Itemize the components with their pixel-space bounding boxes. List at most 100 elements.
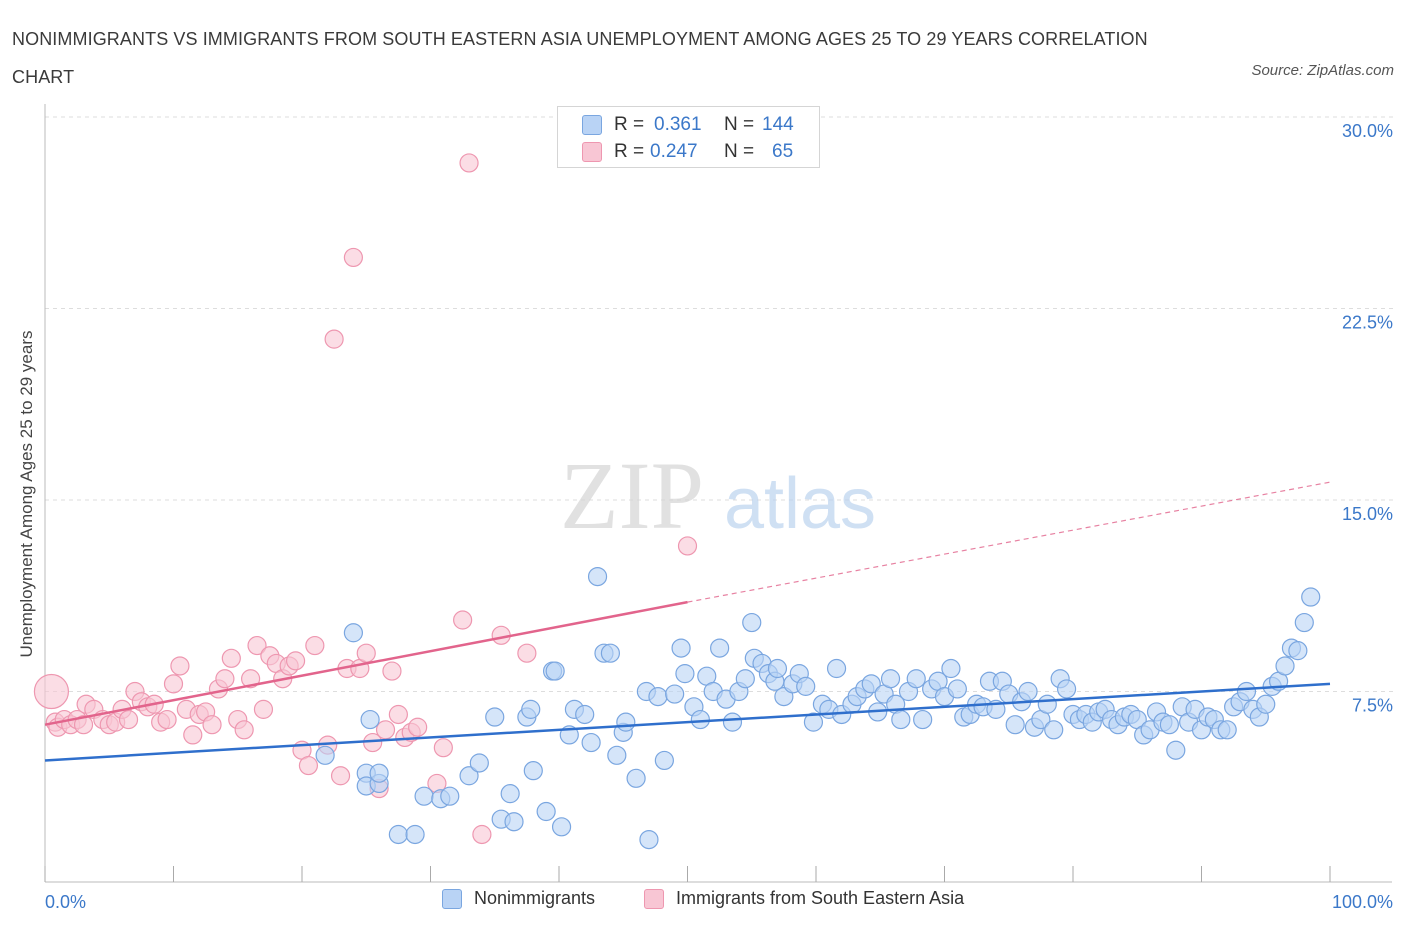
data-point [947, 679, 967, 699]
data-point [459, 153, 479, 173]
legend-r-label: R = [614, 141, 645, 162]
data-point [796, 676, 816, 696]
y-tick-label: 15.0% [1342, 504, 1393, 524]
data-point [1005, 715, 1025, 735]
data-point [163, 674, 184, 694]
data-point [170, 656, 190, 676]
data-point [504, 812, 524, 832]
data-point [202, 715, 222, 735]
data-point [221, 648, 241, 668]
data-point [1166, 740, 1186, 760]
chart-title: NONIMMIGRANTS VS IMMIGRANTS FROM SOUTH E… [12, 29, 1148, 87]
data-point [607, 745, 627, 765]
data-point [891, 709, 911, 730]
data-point [33, 673, 70, 710]
data-point [469, 753, 489, 773]
data-point [405, 824, 425, 845]
data-point [616, 712, 636, 732]
data-point [414, 786, 434, 806]
data-point [677, 536, 698, 556]
legend-swatch-pink [582, 142, 602, 162]
data-point [545, 661, 565, 681]
data-point [241, 669, 261, 689]
data-point [1056, 679, 1077, 699]
data-point [861, 674, 881, 694]
y-tick-label: 30.0% [1342, 121, 1393, 141]
watermark-zip: ZIP [560, 442, 704, 549]
legend-label-nonimmigrants: Nonimmigrants [474, 888, 596, 908]
data-point [523, 761, 543, 781]
watermark-atlas: atlas [724, 464, 876, 544]
data-point [1159, 715, 1179, 735]
data-point [551, 817, 572, 837]
legend-r-value: 0.247 [650, 141, 698, 162]
data-point [382, 661, 402, 681]
data-point [433, 738, 453, 758]
legend-row-immigrants: R = 0.247 N = 65 [582, 141, 793, 163]
data-point [305, 635, 325, 656]
data-point [343, 623, 363, 643]
data-point [234, 720, 254, 740]
data-point [298, 755, 319, 776]
data-point [626, 768, 646, 788]
watermark: ZIP atlas [560, 442, 876, 549]
trend-line-immigrants [44, 600, 688, 726]
legend-row-nonimmigrants: R = 0.361 N = 144 [582, 114, 794, 136]
x-tick-label: 0.0% [45, 892, 86, 912]
data-point [485, 707, 505, 727]
data-point [639, 829, 659, 850]
legend-top: R = 0.361 N = 144 R = 0.247 N = 65 [557, 106, 820, 168]
data-point [330, 766, 351, 786]
data-point [675, 664, 695, 684]
legend-swatch-blue [582, 115, 602, 135]
data-point [73, 715, 94, 735]
data-point [575, 704, 595, 725]
data-point [521, 699, 541, 719]
data-point [247, 635, 267, 656]
data-point [315, 745, 335, 765]
data-point [356, 643, 376, 663]
data-point [648, 687, 668, 707]
data-point [690, 709, 710, 730]
data-point [826, 658, 847, 679]
data-point [453, 610, 473, 630]
legend-item-immigrants: Immigrants from South Eastern Asia [644, 888, 964, 909]
data-point [459, 766, 479, 786]
data-point [472, 824, 492, 845]
data-point [215, 669, 235, 689]
legend-n-value: 144 [762, 114, 794, 135]
grid-lines [45, 116, 1395, 692]
data-point [1294, 612, 1314, 633]
data-point [735, 669, 755, 689]
data-point [536, 801, 556, 822]
data-point [803, 712, 824, 732]
data-point [1275, 656, 1295, 676]
legend-label-immigrants: Immigrants from South Eastern Asia [676, 888, 965, 908]
data-point [440, 786, 460, 806]
data-point [369, 763, 389, 783]
trend-lines [44, 481, 1331, 762]
data-point [285, 651, 306, 671]
data-point [1037, 694, 1057, 714]
data-point [722, 712, 743, 732]
data-point [1018, 681, 1038, 702]
data-point [375, 720, 396, 740]
data-point [157, 709, 177, 730]
data-point [517, 643, 537, 663]
data-point [388, 824, 408, 845]
source-label: Source: ZipAtlas.com [1251, 62, 1394, 79]
legend-bottom: Nonimmigrants Immigrants from South East… [0, 888, 1406, 916]
data-point [906, 669, 926, 689]
trend-line-immigrants-extended [687, 481, 1331, 603]
data-point [118, 709, 139, 730]
y-tick-label: 7.5% [1352, 696, 1393, 716]
legend-n-value: 65 [772, 141, 794, 162]
axes [44, 104, 1392, 883]
data-point [183, 725, 203, 745]
data-point [581, 732, 601, 753]
legend-swatch-pink [644, 888, 664, 909]
data-point [388, 704, 408, 725]
tick-labels: 7.5% 15.0% 22.5% 30.0% 0.0% 100.0% [45, 121, 1393, 912]
data-point [253, 699, 274, 719]
legend-n-label: N = [724, 141, 755, 162]
